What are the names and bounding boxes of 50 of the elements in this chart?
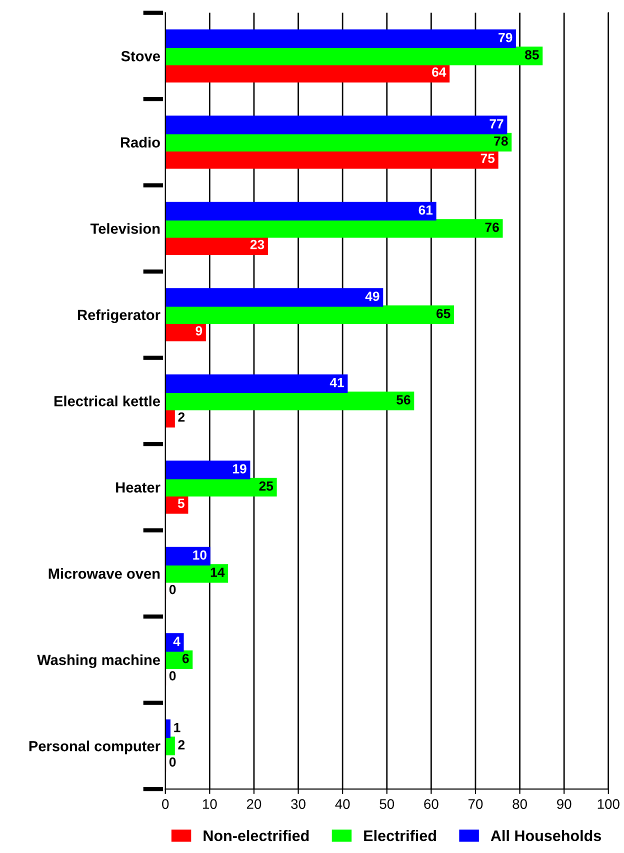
x-tick-label: 60 xyxy=(424,799,438,809)
data-label: 75 xyxy=(480,154,495,163)
data-label: 2 xyxy=(178,740,185,750)
legend-label: Electrified xyxy=(364,830,436,842)
x-tick-label: 30 xyxy=(291,799,306,809)
data-label: 78 xyxy=(494,136,508,146)
legend-label: Non-electrified xyxy=(204,830,309,842)
y-tick-label: Washing machine xyxy=(37,654,160,668)
data-label: 14 xyxy=(210,568,225,577)
x-tick-label: 10 xyxy=(203,799,217,809)
x-tick-label: 90 xyxy=(557,799,572,809)
y-tick-label: Stove xyxy=(121,51,160,62)
data-label: 0 xyxy=(169,757,176,767)
data-label: 23 xyxy=(250,240,264,250)
data-label: 2 xyxy=(178,412,185,422)
data-label: 64 xyxy=(432,67,446,77)
data-label: 85 xyxy=(525,50,539,60)
x-tick-label: 80 xyxy=(512,799,527,809)
data-label: 25 xyxy=(259,481,274,491)
x-tick-label: 70 xyxy=(468,799,483,809)
y-tick-label: Electrical kettle xyxy=(54,396,160,406)
x-tick-label: 100 xyxy=(598,799,620,809)
data-label: 76 xyxy=(485,222,499,232)
y-tick-label: Television xyxy=(90,223,160,234)
data-label: 6 xyxy=(182,654,189,664)
data-label: 61 xyxy=(418,205,433,215)
data-label: 1 xyxy=(174,722,180,732)
y-tick-label: Radio xyxy=(120,136,160,148)
data-label: 19 xyxy=(233,464,246,474)
data-label: 49 xyxy=(365,292,380,301)
y-tick-label: Refrigerator xyxy=(78,309,160,324)
data-label: 0 xyxy=(169,584,176,594)
data-label: 5 xyxy=(178,498,184,508)
data-label: 10 xyxy=(193,550,206,560)
data-label: 79 xyxy=(498,32,512,42)
y-tick-label: Microwave oven xyxy=(48,568,160,579)
x-tick-label: 0 xyxy=(162,799,169,809)
x-tick-label: 50 xyxy=(380,799,394,809)
data-label: 77 xyxy=(490,119,504,128)
data-label: 9 xyxy=(196,326,202,336)
x-tick-label: 20 xyxy=(246,799,262,809)
data-label: 4 xyxy=(173,636,180,646)
y-tick-label: Heater xyxy=(116,482,160,493)
x-tick-label: 40 xyxy=(335,799,350,809)
legend-label: All Households xyxy=(490,830,602,842)
data-label: 65 xyxy=(436,308,450,318)
data-label: 41 xyxy=(330,378,344,388)
y-tick-label: Personal computer xyxy=(29,740,160,754)
data-label: 0 xyxy=(169,671,176,680)
data-label: 56 xyxy=(396,395,410,404)
